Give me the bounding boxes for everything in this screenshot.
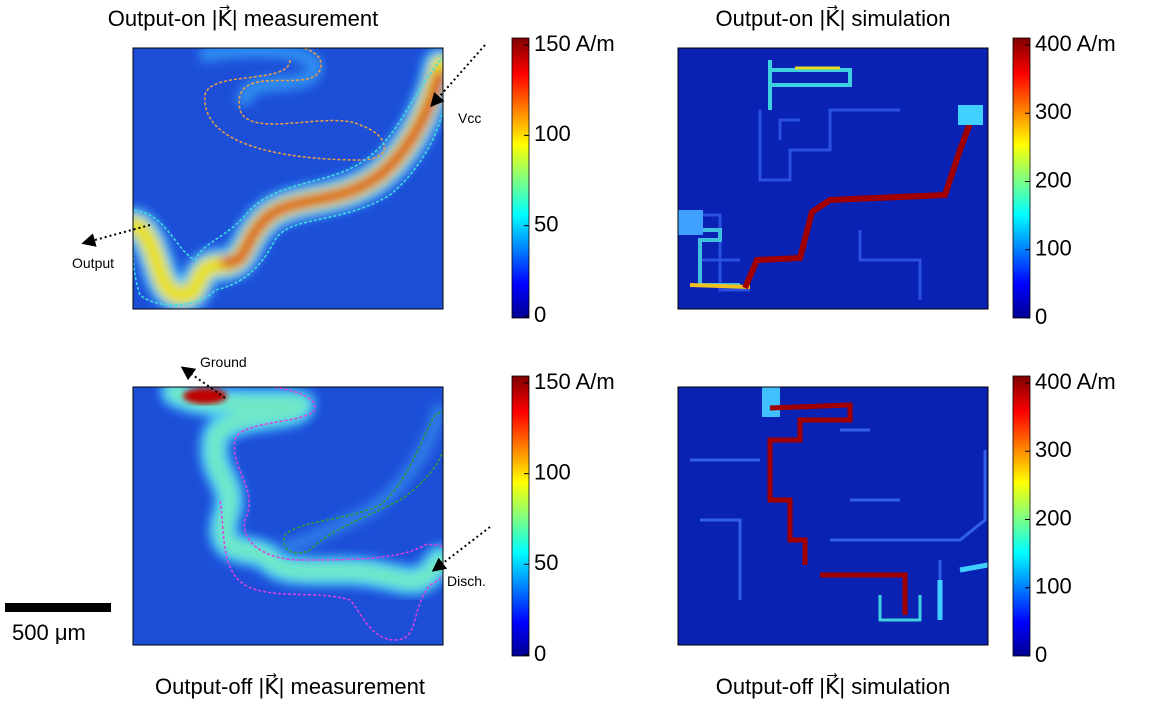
tick-label: 0 [534, 302, 546, 327]
arrow [431, 526, 491, 572]
colorbar [1012, 375, 1031, 657]
arrow [430, 44, 486, 108]
frame [132, 386, 444, 646]
tick-label: 0 [1035, 304, 1047, 329]
tick-label: 50 [534, 550, 558, 575]
panel-title: Output-off |K⃗| measurement [155, 673, 425, 699]
tick-label: 200 [1035, 505, 1072, 530]
tick-label: 100 [1035, 236, 1072, 261]
tick-label: 300 [1035, 99, 1072, 124]
scale-bar-label: 500 μm [12, 620, 86, 645]
annotation: Vcc [458, 110, 481, 126]
colorbar [511, 37, 530, 319]
colorbar [1012, 37, 1031, 319]
tick-label: 100 [534, 121, 571, 146]
colorbar [511, 375, 530, 657]
tick-label: 150 A/m [534, 31, 615, 56]
heatmap [678, 387, 988, 645]
heatmap [133, 387, 443, 645]
frame [677, 47, 989, 310]
arrow [180, 366, 226, 399]
annotation: Disch. [447, 573, 486, 589]
tick-label: 200 [1035, 167, 1072, 192]
scale-bar [5, 603, 111, 612]
tick-label: 100 [534, 459, 571, 484]
arrow [81, 224, 151, 247]
tick-label: 50 [534, 211, 558, 236]
tick-label: 400 A/m [1035, 369, 1116, 394]
tick-label: 100 [1035, 574, 1072, 599]
annotation: Ground [200, 354, 247, 370]
frame [677, 386, 989, 646]
tick-label: 0 [534, 641, 546, 666]
tick-label: 400 A/m [1035, 31, 1116, 56]
annotation: Output [72, 255, 114, 271]
panel-title: Output-off |K⃗| simulation [716, 673, 951, 699]
heatmap [133, 48, 443, 309]
tick-label: 150 A/m [534, 369, 615, 394]
frame [132, 47, 444, 310]
tick-label: 300 [1035, 437, 1072, 462]
heatmap [678, 48, 988, 309]
tick-label: 0 [1035, 642, 1047, 667]
panel-title: Output-on |K⃗| measurement [108, 5, 378, 31]
panel-title: Output-on |K⃗| simulation [716, 5, 951, 31]
